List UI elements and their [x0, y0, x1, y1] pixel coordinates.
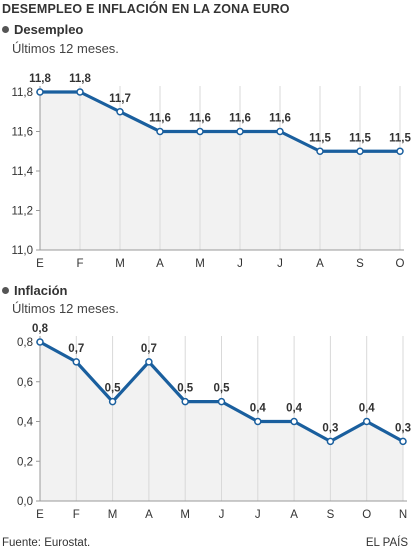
- desempleo-chart: 11,8 11,6 11,4 11,2 11,0E F M A M J J A S O 11,8 11,8 11…: [11, 73, 411, 270]
- x-tick-label: M: [108, 509, 118, 521]
- data-label: 11,5: [309, 132, 331, 144]
- x-tick-label: A: [145, 509, 153, 521]
- data-point: [236, 127, 244, 136]
- data-label: 0,3: [322, 422, 338, 434]
- data-point: [108, 397, 117, 406]
- data-label: 0,5: [177, 383, 194, 395]
- section-title-inflacion: Inflación: [2, 283, 67, 298]
- bullet-icon: [2, 287, 9, 294]
- data-label: 11,6: [269, 113, 291, 125]
- data-label: 0,4: [286, 403, 303, 415]
- chart-title: DESEMPLEO E INFLACIÓN EN LA ZONA EURO: [2, 2, 290, 16]
- x-tick-label: A: [316, 258, 324, 270]
- section-title-desempleo: Desempleo: [2, 22, 83, 37]
- data-point: [326, 437, 335, 446]
- data-label: 11,6: [229, 113, 251, 125]
- data-label: 11,5: [389, 132, 411, 144]
- x-tick-label: J: [237, 258, 243, 270]
- y-tick-label: 11,0: [11, 245, 33, 257]
- section-title-text: Desempleo: [14, 22, 84, 37]
- x-tick-label: N: [399, 509, 407, 521]
- y-tick-label: 0,0: [17, 496, 33, 508]
- data-label: 0,5: [214, 383, 231, 395]
- x-tick-label: J: [277, 258, 283, 270]
- data-label: 11,5: [349, 132, 371, 144]
- data-point: [396, 147, 404, 155]
- data-point: [76, 88, 84, 96]
- data-label: 11,7: [109, 93, 131, 105]
- data-point: [36, 88, 44, 96]
- data-point: [72, 358, 81, 366]
- area-fill: [40, 92, 400, 250]
- data-point: [356, 147, 364, 155]
- data-point: [196, 127, 204, 136]
- data-point: [254, 417, 262, 426]
- y-tick-label: 0,4: [17, 417, 34, 429]
- x-tick-label: J: [255, 509, 261, 521]
- x-tick-label: O: [362, 509, 371, 521]
- y-tick-label: 0,8: [17, 337, 33, 349]
- x-tick-label: M: [195, 258, 205, 270]
- y-tick-label: 11,4: [11, 166, 33, 178]
- section-title-text: Inflación: [14, 283, 68, 298]
- data-point: [290, 417, 298, 426]
- x-tick-label: A: [290, 509, 298, 521]
- data-point: [362, 417, 371, 426]
- section-subtitle-inflacion: Últimos 12 meses.: [12, 301, 119, 316]
- y-tick-label: 11,2: [11, 206, 33, 218]
- data-label: 0,7: [68, 343, 84, 355]
- data-point: [116, 108, 124, 116]
- x-tick-label: A: [156, 258, 164, 270]
- x-tick-label: M: [180, 509, 190, 521]
- x-tick-label: J: [219, 509, 225, 521]
- data-point: [399, 437, 407, 446]
- data-label: 11,8: [69, 73, 91, 85]
- data-label: 0,3: [395, 422, 411, 434]
- x-tick-label: O: [396, 258, 405, 270]
- data-point: [181, 397, 189, 406]
- data-label: 0,4: [250, 403, 267, 415]
- data-label: 0,4: [359, 403, 376, 415]
- data-label: 11,8: [29, 73, 51, 85]
- x-tick-label: E: [36, 258, 44, 270]
- section-subtitle-desempleo: Últimos 12 meses.: [12, 41, 119, 56]
- publisher-credit: EL PAÍS: [365, 537, 408, 549]
- data-point: [276, 127, 284, 136]
- x-tick-label: F: [73, 509, 80, 521]
- x-tick-label: M: [115, 258, 125, 270]
- data-label: 0,7: [141, 343, 157, 355]
- data-label: 11,6: [189, 113, 211, 125]
- data-point: [156, 127, 164, 136]
- data-point: [36, 338, 44, 346]
- source-note: Fuente: Eurostat.: [2, 537, 91, 549]
- x-tick-label: S: [356, 258, 364, 270]
- y-tick-label: 11,6: [11, 127, 33, 139]
- data-label: 0,8: [32, 323, 49, 335]
- data-point: [145, 358, 153, 366]
- y-tick-label: 0,6: [17, 377, 33, 389]
- data-point: [316, 147, 324, 155]
- x-tick-label: F: [76, 258, 83, 270]
- data-label: 11,6: [149, 113, 171, 125]
- series-line: [40, 90, 400, 153]
- data-point: [217, 397, 226, 406]
- y-tick-label: 0,2: [17, 456, 33, 468]
- x-tick-label: E: [36, 509, 44, 521]
- y-tick-label: 11,8: [11, 87, 33, 99]
- data-label: 0,5: [105, 383, 122, 395]
- x-tick-label: S: [327, 509, 335, 521]
- bullet-icon: [2, 26, 9, 33]
